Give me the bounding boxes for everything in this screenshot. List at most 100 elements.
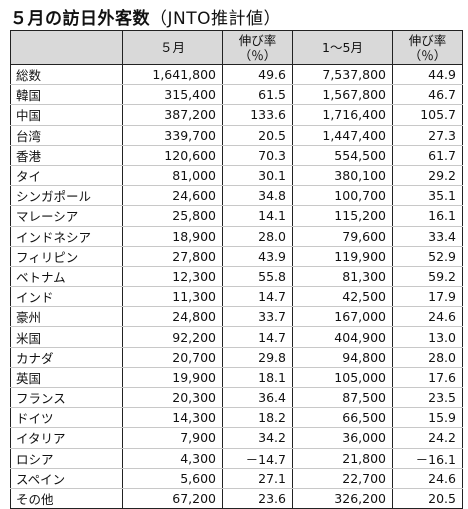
value-cell: 5,600 bbox=[122, 468, 223, 489]
table-row: スペイン 5,600 27.1 22,700 24.6 bbox=[10, 468, 463, 489]
value-cell: 25,800 bbox=[122, 205, 223, 227]
value-cell: 79,600 bbox=[292, 226, 393, 247]
table-row: その他 67,200 23.6 326,200 20.5 bbox=[10, 488, 463, 509]
table-row: 豪州 24,800 33.7 167,000 24.6 bbox=[10, 306, 463, 328]
country-cell: マレーシア bbox=[10, 205, 123, 227]
country-cell: 英国 bbox=[10, 367, 123, 389]
value-cell: 36,000 bbox=[292, 427, 393, 449]
value-cell: 18.2 bbox=[222, 407, 293, 429]
table-row: カナダ 20,700 29.8 94,800 28.0 bbox=[10, 347, 463, 368]
value-cell: 29.8 bbox=[222, 347, 293, 368]
country-cell: ドイツ bbox=[10, 407, 123, 429]
value-cell: 17.9 bbox=[392, 286, 463, 308]
value-cell: 24.2 bbox=[392, 427, 463, 449]
table-row: 英国 19,900 18.1 105,000 17.6 bbox=[10, 367, 463, 389]
value-cell: 20,700 bbox=[122, 347, 223, 368]
value-cell: 33.4 bbox=[392, 226, 463, 247]
table-row: マレーシア 25,800 14.1 115,200 16.1 bbox=[10, 205, 463, 227]
header-cell-2: 伸び率 （％） bbox=[222, 30, 293, 65]
table-row: 台湾 339,700 20.5 1,447,400 27.3 bbox=[10, 125, 463, 146]
title-subtitle: （JNTO推計値） bbox=[150, 9, 281, 29]
country-cell: ベトナム bbox=[10, 266, 123, 288]
country-cell: 米国 bbox=[10, 326, 123, 348]
value-cell: 35.1 bbox=[392, 185, 463, 207]
value-cell: 42,500 bbox=[292, 286, 393, 308]
value-cell: 315,400 bbox=[122, 84, 223, 106]
value-cell: 18,900 bbox=[122, 226, 223, 247]
value-cell: 20.5 bbox=[222, 125, 293, 146]
value-cell: －14.7 bbox=[222, 448, 293, 469]
value-cell: 554,500 bbox=[292, 145, 393, 166]
visitor-table: ５月 伸び率 （％） 1～5月 伸び率 （％） 総数 1,641,800 49.6 7,5… bbox=[10, 30, 463, 509]
value-cell: 28.0 bbox=[392, 347, 463, 368]
value-cell: 87,500 bbox=[292, 387, 393, 409]
table-row: 韓国 315,400 61.5 1,567,800 46.7 bbox=[10, 84, 463, 106]
country-cell: 香港 bbox=[10, 145, 123, 166]
value-cell: 20,300 bbox=[122, 387, 223, 409]
country-cell: その他 bbox=[10, 488, 123, 509]
value-cell: 404,900 bbox=[292, 326, 393, 348]
value-cell: 61.7 bbox=[392, 145, 463, 166]
table-row: ロシア 4,300 －14.7 21,800 －16.1 bbox=[10, 448, 463, 469]
header-cell-1: ５月 bbox=[122, 30, 223, 65]
value-cell: 11,300 bbox=[122, 286, 223, 308]
value-cell: 55.8 bbox=[222, 266, 293, 288]
value-cell: 28.0 bbox=[222, 226, 293, 247]
value-cell: 92,200 bbox=[122, 326, 223, 348]
value-cell: 387,200 bbox=[122, 104, 223, 126]
country-cell: 台湾 bbox=[10, 125, 123, 146]
value-cell: 105.7 bbox=[392, 104, 463, 126]
value-cell: 167,000 bbox=[292, 306, 393, 328]
header-line: （％） bbox=[238, 47, 277, 63]
country-cell: 中国 bbox=[10, 104, 123, 126]
value-cell: 34.2 bbox=[222, 427, 293, 449]
value-cell: 1,716,400 bbox=[292, 104, 393, 126]
table-row: フランス 20,300 36.4 87,500 23.5 bbox=[10, 387, 463, 409]
value-cell: 16.1 bbox=[392, 205, 463, 227]
country-cell: カナダ bbox=[10, 347, 123, 368]
table-row: タイ 81,000 30.1 380,100 29.2 bbox=[10, 165, 463, 187]
table-row: 香港 120,600 70.3 554,500 61.7 bbox=[10, 145, 463, 166]
country-cell: イタリア bbox=[10, 427, 123, 449]
value-cell: 19,900 bbox=[122, 367, 223, 389]
value-cell: 15.9 bbox=[392, 407, 463, 429]
value-cell: 30.1 bbox=[222, 165, 293, 187]
value-cell: 120,600 bbox=[122, 145, 223, 166]
country-cell: 豪州 bbox=[10, 306, 123, 328]
value-cell: 29.2 bbox=[392, 165, 463, 187]
table-row: 中国 387,200 133.6 1,716,400 105.7 bbox=[10, 104, 463, 126]
country-cell: フィリピン bbox=[10, 246, 123, 267]
value-cell: 22,700 bbox=[292, 468, 393, 489]
value-cell: 61.5 bbox=[222, 84, 293, 106]
value-cell: 70.3 bbox=[222, 145, 293, 166]
value-cell: 46.7 bbox=[392, 84, 463, 106]
value-cell: 66,500 bbox=[292, 407, 393, 429]
value-cell: 339,700 bbox=[122, 125, 223, 146]
country-cell: 総数 bbox=[10, 63, 123, 86]
header-line: 伸び率 bbox=[238, 32, 277, 48]
value-cell: 115,200 bbox=[292, 205, 393, 227]
table-row: ドイツ 14,300 18.2 66,500 15.9 bbox=[10, 407, 463, 429]
title-main: ５月の訪日外客数 bbox=[10, 9, 150, 29]
header-cell-3: 1～5月 bbox=[292, 30, 393, 65]
value-cell: 24,600 bbox=[122, 185, 223, 207]
header-line: （％） bbox=[408, 47, 447, 63]
value-cell: 44.9 bbox=[392, 63, 463, 86]
value-cell: 14,300 bbox=[122, 407, 223, 429]
table-row: シンガポール 24,600 34.8 100,700 35.1 bbox=[10, 185, 463, 207]
value-cell: 119,900 bbox=[292, 246, 393, 267]
value-cell: 12,300 bbox=[122, 266, 223, 288]
value-cell: 20.5 bbox=[392, 488, 463, 509]
header-row: ５月 伸び率 （％） 1～5月 伸び率 （％） bbox=[10, 30, 463, 65]
header-line: 伸び率 bbox=[408, 32, 447, 48]
country-cell: 韓国 bbox=[10, 84, 123, 106]
value-cell: 14.7 bbox=[222, 326, 293, 348]
value-cell: 33.7 bbox=[222, 306, 293, 328]
country-cell: スペイン bbox=[10, 468, 123, 489]
page-title: ５月の訪日外客数（JNTO推計値） bbox=[10, 4, 281, 29]
country-cell: フランス bbox=[10, 387, 123, 409]
value-cell: －16.1 bbox=[392, 448, 463, 469]
value-cell: 27.3 bbox=[392, 125, 463, 146]
header-cell-4: 伸び率 （％） bbox=[392, 30, 463, 65]
value-cell: 13.0 bbox=[392, 326, 463, 348]
